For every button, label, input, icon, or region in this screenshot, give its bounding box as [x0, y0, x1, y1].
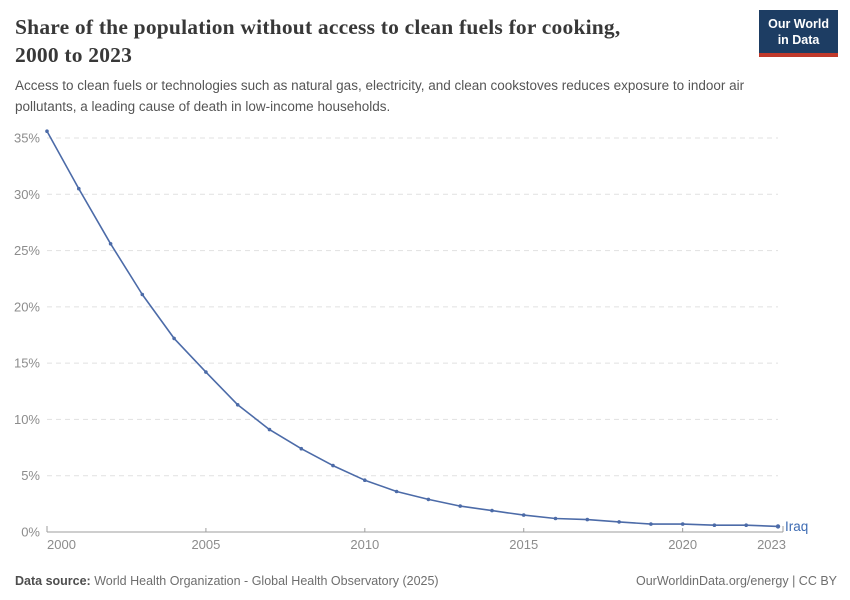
owid-logo-line2: in Data [777, 33, 820, 48]
data-point[interactable] [235, 403, 240, 407]
y-axis-tick-label: 5% [21, 468, 40, 483]
series-line-iraq [46, 130, 779, 528]
data-point[interactable] [331, 463, 335, 468]
y-axis-tick-label: 20% [14, 299, 40, 314]
chart-subtitle: Access to clean fuels or technologies su… [15, 78, 745, 114]
data-source-text: World Health Organization - Global Healt… [94, 574, 439, 588]
x-axis-tick-label: 2020 [668, 537, 697, 552]
data-point[interactable] [617, 520, 621, 524]
data-point[interactable] [521, 513, 526, 517]
data-point[interactable] [775, 524, 781, 529]
x-axis-tick-label: 2023 [757, 537, 786, 552]
chart-title: Share of the population without access t… [15, 15, 621, 68]
data-point[interactable] [394, 489, 399, 494]
data-point[interactable] [458, 504, 463, 508]
data-source-label: Data source: [15, 574, 91, 588]
data-point[interactable] [426, 497, 431, 502]
data-point[interactable] [712, 523, 717, 527]
data-point[interactable] [490, 508, 494, 513]
x-axis-tick-label: 2010 [350, 537, 379, 552]
data-source-note: Data source: World Health Organization -… [15, 574, 439, 588]
line-chart-canvas: 0% 5% 10% 15% 20% 25% 30% 35% 2000 2005 2010 2015 20… [14, 129, 808, 552]
series-label-iraq[interactable]: Iraq [785, 519, 808, 534]
y-axis-tick-label: 25% [14, 243, 40, 258]
data-point[interactable] [680, 522, 685, 526]
x-axis-tick-label: 2005 [191, 537, 220, 552]
y-axis-tick-label: 0% [21, 525, 40, 540]
y-axis-tick-label: 10% [14, 412, 40, 427]
owid-logo[interactable]: Our World in Data [759, 10, 838, 57]
data-point[interactable] [108, 242, 113, 246]
x-axis-tick-label: 2000 [47, 537, 76, 552]
data-point[interactable] [585, 517, 590, 522]
data-point[interactable] [267, 427, 272, 432]
data-point[interactable] [553, 516, 558, 521]
data-point[interactable] [744, 523, 748, 527]
data-point[interactable] [363, 478, 367, 483]
data-point[interactable] [204, 370, 208, 374]
data-point[interactable] [299, 446, 304, 451]
x-axis-tick-label: 2015 [509, 537, 538, 552]
owid-logo-line1: Our World [768, 17, 829, 31]
data-point[interactable] [77, 186, 81, 191]
license-note[interactable]: OurWorldinData.org/energy | CC BY [635, 574, 837, 588]
data-point[interactable] [45, 129, 49, 133]
data-point[interactable] [172, 336, 176, 341]
y-axis-tick-label: 30% [14, 187, 40, 202]
y-axis-tick-label: 15% [14, 356, 40, 371]
data-point[interactable] [649, 522, 653, 526]
data-point[interactable] [140, 292, 145, 297]
y-axis-tick-label: 35% [14, 131, 40, 146]
chart-footer: Data source: World Health Organization -… [15, 574, 837, 588]
